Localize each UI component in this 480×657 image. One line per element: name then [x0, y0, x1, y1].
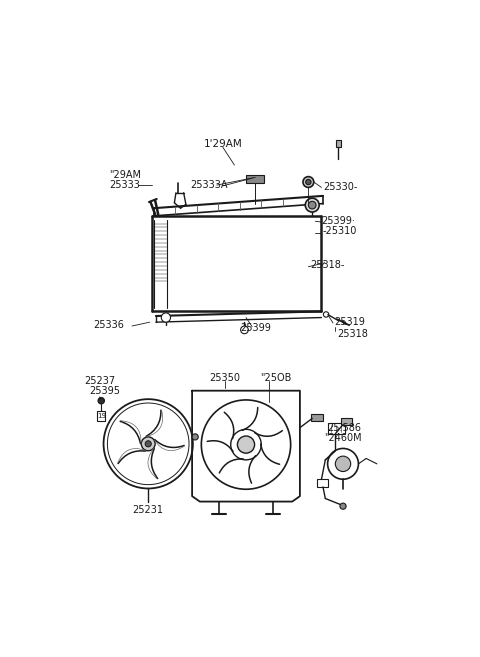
Circle shape — [240, 326, 248, 334]
Circle shape — [104, 399, 193, 489]
Circle shape — [305, 198, 319, 212]
FancyBboxPatch shape — [341, 419, 352, 425]
Text: 25330-: 25330- — [323, 181, 358, 192]
Text: 19: 19 — [97, 413, 106, 419]
Circle shape — [340, 503, 346, 509]
Circle shape — [161, 313, 170, 322]
FancyBboxPatch shape — [246, 175, 264, 183]
Text: 25237: 25237 — [84, 376, 115, 386]
Text: -25310: -25310 — [323, 226, 358, 237]
FancyBboxPatch shape — [328, 423, 345, 434]
Circle shape — [108, 403, 189, 485]
Text: 25231: 25231 — [132, 505, 164, 515]
FancyBboxPatch shape — [311, 414, 323, 422]
Circle shape — [308, 201, 316, 209]
Circle shape — [201, 400, 291, 489]
Circle shape — [306, 179, 311, 185]
FancyBboxPatch shape — [97, 411, 105, 420]
Text: 25319: 25319 — [335, 317, 365, 327]
Text: 25399·: 25399· — [322, 216, 355, 226]
Text: "2460M: "2460M — [324, 433, 362, 443]
Text: 1'29AM: 1'29AM — [204, 139, 242, 148]
Circle shape — [145, 441, 151, 447]
Circle shape — [303, 177, 314, 187]
Circle shape — [141, 437, 155, 451]
Text: 25399: 25399 — [240, 323, 271, 333]
Text: 25318-: 25318- — [310, 260, 344, 270]
Circle shape — [324, 312, 329, 317]
Text: 25.586: 25.586 — [327, 422, 361, 433]
Circle shape — [238, 436, 254, 453]
Circle shape — [328, 449, 359, 479]
Circle shape — [192, 434, 198, 440]
Text: 25336: 25336 — [94, 320, 124, 330]
Circle shape — [336, 456, 351, 472]
FancyBboxPatch shape — [336, 141, 341, 147]
Circle shape — [98, 397, 104, 404]
Text: 25333: 25333 — [109, 180, 140, 190]
FancyBboxPatch shape — [317, 479, 328, 487]
Text: 25350: 25350 — [210, 373, 240, 382]
Text: "29AM: "29AM — [109, 170, 141, 180]
Text: "25OB: "25OB — [260, 373, 291, 382]
Circle shape — [231, 429, 261, 460]
Text: 25395: 25395 — [90, 386, 120, 396]
Text: 25318: 25318 — [337, 329, 368, 340]
Text: 25333A: 25333A — [191, 180, 228, 190]
